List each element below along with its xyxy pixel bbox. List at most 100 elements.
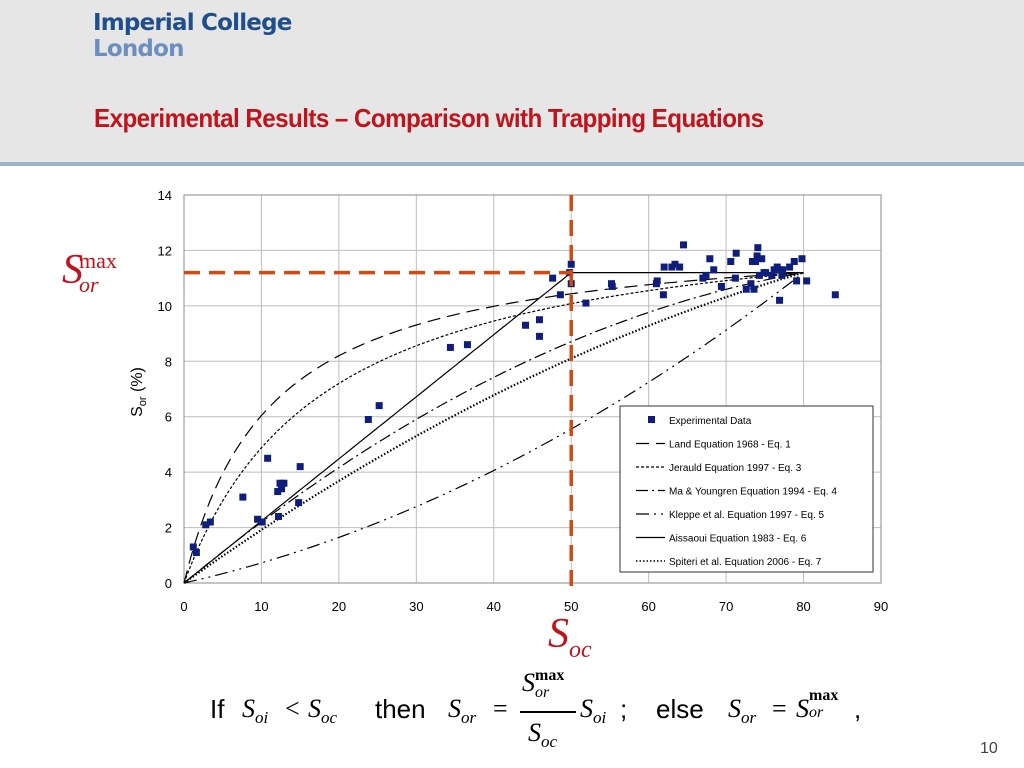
curve-ma-youngren-equation-1994-eq-4 xyxy=(183,272,804,584)
then-word: then xyxy=(375,694,426,724)
eq2-lhs: Sor xyxy=(728,694,757,728)
data-point xyxy=(732,249,740,257)
experimental-points xyxy=(189,241,839,557)
x-tick-label: 30 xyxy=(409,599,423,614)
y-tick-label: 8 xyxy=(165,354,172,369)
x-tick-label: 0 xyxy=(180,599,187,614)
y-axis-label-main: S xyxy=(129,406,146,417)
data-point xyxy=(274,488,282,496)
y-tick-label: 2 xyxy=(165,521,172,536)
data-point xyxy=(206,518,214,526)
data-point xyxy=(754,244,762,252)
x-tick-label: 20 xyxy=(332,599,346,614)
data-point xyxy=(535,316,543,324)
legend-marker-experimental xyxy=(648,416,655,423)
soc-sub: oc xyxy=(569,637,592,663)
y-tick-label: 0 xyxy=(165,576,172,591)
curve-aissaoui-equation-1983-eq-6 xyxy=(183,272,804,584)
eq1-equals: = xyxy=(493,694,508,723)
data-point xyxy=(608,282,616,290)
legend-box xyxy=(619,405,874,573)
y-tick-label: 4 xyxy=(165,465,172,480)
legend-label: Ma & Youngren Equation 1994 - Eq. 4 xyxy=(669,487,837,498)
data-point xyxy=(192,549,200,557)
data-point xyxy=(755,271,763,279)
model-curves xyxy=(183,271,804,584)
data-point xyxy=(364,415,372,423)
data-point xyxy=(463,341,471,349)
y-tick-label: 14 xyxy=(158,188,172,203)
guide-lines xyxy=(184,195,573,595)
y-tick-label: 6 xyxy=(165,410,172,425)
data-point xyxy=(706,255,714,263)
y-tick-label: 10 xyxy=(158,299,172,314)
x-tick-label: 70 xyxy=(719,599,733,614)
sor-max-sup: max xyxy=(79,248,117,273)
data-point xyxy=(776,296,784,304)
data-point xyxy=(549,274,557,282)
chart-legend: Experimental Data Land Equation 1968 - Eq… xyxy=(619,405,874,573)
y-axis-label-sub: or xyxy=(137,396,149,406)
logo-line-1: Imperial College xyxy=(93,10,292,36)
slide-title: Experimental Results – Comparison with T… xyxy=(94,103,764,133)
data-point xyxy=(790,258,798,266)
y-axis-label-tail: (%) xyxy=(129,367,146,396)
x-tick-label: 40 xyxy=(487,599,501,614)
data-point xyxy=(750,285,758,293)
data-point xyxy=(768,271,776,279)
data-point xyxy=(567,260,575,268)
cond-op: < xyxy=(285,694,300,723)
legend-label: Experimental Data xyxy=(669,416,752,427)
fraction-bar xyxy=(520,711,576,713)
x-tick-label: 10 xyxy=(254,599,268,614)
data-point xyxy=(786,263,794,271)
curve-land-equation-1968-eq-1 xyxy=(183,272,804,584)
data-point xyxy=(446,343,454,351)
data-point xyxy=(653,277,661,285)
data-point xyxy=(254,515,262,523)
data-point xyxy=(742,285,750,293)
y-axis-label: Sor (%) xyxy=(129,367,149,417)
comma: , xyxy=(854,694,862,724)
x-tick-label: 90 xyxy=(874,599,888,614)
x-tick-label: 80 xyxy=(796,599,810,614)
data-point xyxy=(295,499,303,507)
data-point xyxy=(680,241,688,249)
data-point xyxy=(717,282,725,290)
data-point xyxy=(793,277,801,285)
frac-denominator: Soc xyxy=(528,718,558,752)
legend-label: Jerauld Equation 1997 - Eq. 3 xyxy=(669,463,802,474)
data-point xyxy=(747,280,755,288)
data-point xyxy=(535,332,543,340)
soc-base: S xyxy=(548,611,569,657)
data-point xyxy=(375,402,383,410)
data-point xyxy=(671,260,679,268)
soc-annotation: Soc xyxy=(548,610,592,663)
data-point xyxy=(798,255,806,263)
data-point xyxy=(202,521,210,529)
data-point xyxy=(189,543,197,551)
page-number: 10 xyxy=(980,740,998,757)
sor-max-base: S xyxy=(62,247,83,293)
data-point xyxy=(762,269,770,277)
legend-label: Land Equation 1968 - Eq. 1 xyxy=(669,440,791,451)
eq1-lhs: Sor xyxy=(448,694,477,728)
data-point xyxy=(779,266,787,274)
data-point xyxy=(702,271,710,279)
x-tick-label: 60 xyxy=(641,599,655,614)
data-point xyxy=(753,252,761,260)
if-word: If xyxy=(210,694,225,724)
data-point xyxy=(676,263,684,271)
data-point xyxy=(731,274,739,282)
logo-line-2: London xyxy=(93,36,184,62)
plot-area-frame xyxy=(183,194,882,584)
data-point xyxy=(831,291,839,299)
data-point xyxy=(778,271,786,279)
tick-labels: 0 10 20 30 40 50 60 70 80 90 0 2 4 6 8 10 12 14 xyxy=(158,188,889,614)
data-point xyxy=(727,258,735,266)
data-point xyxy=(522,321,530,329)
